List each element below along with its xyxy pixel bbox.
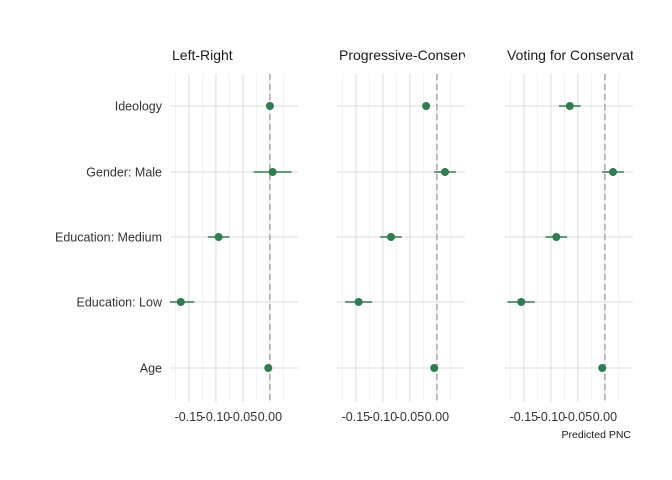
y-axis-label: Gender: Male — [86, 166, 162, 180]
x-tick-label: -0.05 — [229, 410, 258, 424]
estimate-point — [422, 102, 431, 110]
estimate-point — [354, 298, 363, 306]
estimate-point — [517, 298, 526, 306]
x-tick-label: -0.10 — [202, 410, 231, 424]
x-axis-title: Predicted PNC — [562, 429, 632, 441]
x-tick-label: -0.10 — [537, 410, 566, 424]
y-axis-label: Ideology — [115, 100, 163, 114]
y-axis-label: Education: Low — [77, 296, 163, 310]
facet-title: Voting for Conservative — [507, 47, 652, 63]
estimate-point — [441, 168, 450, 176]
x-tick-label: -0.05 — [564, 410, 593, 424]
x-tick-label: -0.15 — [510, 410, 539, 424]
y-axis-labels: Ideology Gender: Male Education: Medium Edu… — [55, 100, 163, 376]
estimate-point — [268, 168, 277, 176]
estimate-point — [265, 102, 274, 110]
estimate-point — [387, 233, 396, 241]
estimate-point — [565, 102, 574, 110]
estimate-point — [176, 298, 185, 306]
x-tick-label: 0.00 — [593, 410, 617, 424]
y-axis-label: Age — [140, 362, 162, 376]
x-tick-label: -0.05 — [396, 410, 425, 424]
y-axis-label: Education: Medium — [55, 231, 162, 245]
facet-panel: Progressive-Conservative -0.15-0.10-0.05 0… — [337, 47, 499, 424]
x-tick-label: -0.15 — [342, 410, 371, 424]
x-tick-label: 0.00 — [258, 410, 282, 424]
x-tick-label: -0.15 — [175, 410, 204, 424]
facet-panel: Voting for Conservative -0.15-0.10-0.05 0.… — [505, 47, 652, 424]
x-tick-label: 0.00 — [425, 410, 449, 424]
estimate-point — [264, 364, 273, 372]
facet-title: Progressive-Conservative — [339, 47, 499, 63]
estimate-point — [214, 233, 223, 241]
facet-panels: Left-Right-0.15-0.10-0.05 0.00Progressive… — [170, 47, 652, 424]
estimate-point — [552, 233, 561, 241]
estimate-point — [598, 364, 607, 372]
x-tick-label: -0.10 — [369, 410, 398, 424]
facet-panel: Left-Right -0.15-0.10-0.05 0.00 — [170, 47, 298, 424]
facet-title: Left-Right — [172, 47, 233, 63]
estimate-point — [609, 168, 618, 176]
estimate-point — [430, 364, 439, 372]
